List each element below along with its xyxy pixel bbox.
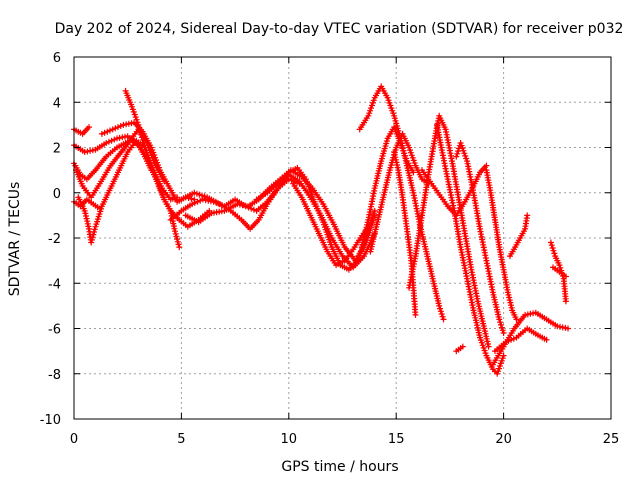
series-arc-23	[453, 343, 466, 355]
data-point-markers	[406, 112, 492, 350]
y-tick-label: 4	[53, 96, 61, 111]
x-tick-label: 0	[70, 432, 78, 447]
series-arc-21	[453, 140, 507, 336]
y-tick-label: 6	[53, 51, 61, 66]
series-arc-5	[71, 196, 103, 212]
data-point-markers	[483, 167, 520, 323]
data-point-markers	[550, 264, 569, 280]
data-point-markers	[453, 140, 507, 336]
series-arc-17	[391, 149, 419, 318]
series-arc-25	[492, 325, 550, 355]
series-layer	[71, 83, 571, 377]
series-line	[455, 345, 464, 353]
y-tick-label: -8	[48, 368, 61, 383]
series-arc-18	[406, 112, 492, 350]
y-tick-label: -6	[48, 323, 61, 338]
data-point-markers	[122, 87, 213, 230]
ticks: 0 5 10 15 20 25 -10 -8 -6 -4 -2 0 2 4 6	[40, 51, 620, 447]
x-tick-label: 20	[495, 432, 512, 447]
series-arc-28	[550, 264, 569, 280]
y-tick-label: -2	[48, 232, 61, 247]
series-arc-7	[98, 119, 198, 205]
data-point-markers	[71, 196, 103, 212]
x-axis-label: GPS time / hours	[281, 459, 398, 475]
data-point-markers	[507, 212, 531, 260]
series-arc-12	[253, 164, 378, 273]
x-tick-label: 15	[388, 432, 405, 447]
chart-title: Day 202 of 2024, Sidereal Day-to-day VTE…	[55, 21, 624, 37]
x-tick-label: 25	[603, 432, 620, 447]
data-point-markers	[453, 343, 466, 355]
y-tick-label: -10	[40, 413, 61, 428]
x-tick-label: 10	[281, 432, 298, 447]
data-point-markers	[98, 119, 198, 205]
y-tick-label: 0	[53, 187, 61, 202]
series-arc-26	[507, 212, 531, 260]
data-point-markers	[391, 149, 419, 318]
data-point-markers	[492, 325, 550, 355]
y-tick-label: 2	[53, 142, 61, 157]
data-point-markers	[290, 180, 374, 269]
data-point-markers	[253, 164, 378, 273]
x-tick-label: 5	[177, 432, 185, 447]
series-arc-8	[122, 87, 213, 230]
y-axis-label: SDTVAR / TECUs	[7, 182, 23, 297]
y-tick-label: -4	[48, 277, 61, 292]
series-arc-13	[290, 180, 374, 269]
series-arc-22	[483, 167, 520, 323]
